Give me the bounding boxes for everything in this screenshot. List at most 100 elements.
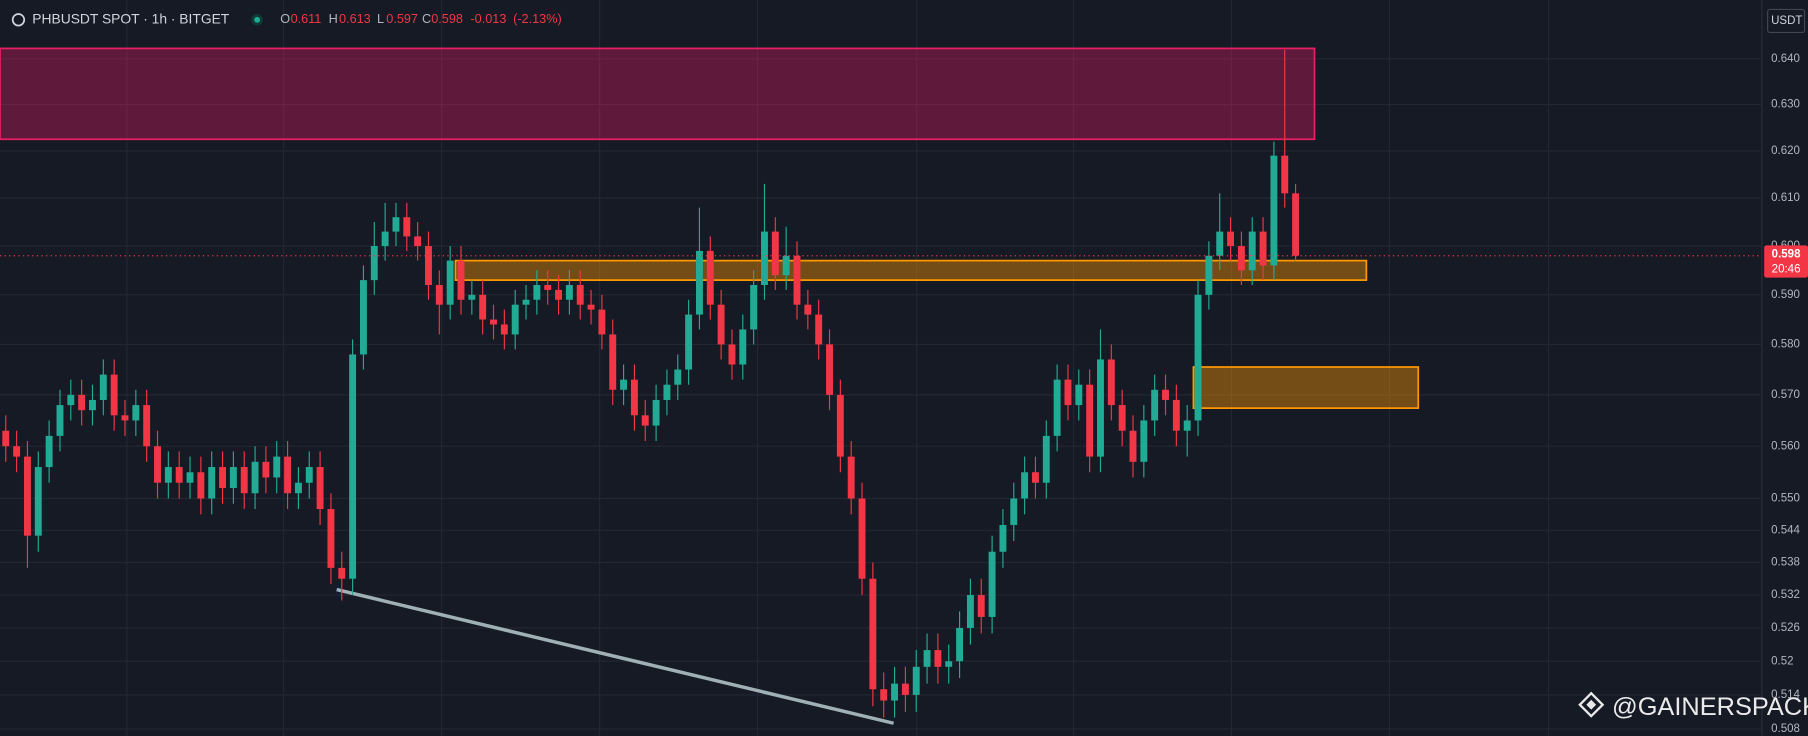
candle-body: [175, 467, 183, 483]
grid: [126, 0, 1550, 736]
candle-body: [826, 344, 833, 395]
candle-body: [262, 461, 270, 478]
candle-body: [186, 472, 194, 483]
candle-body: [316, 467, 324, 510]
candle-body: [164, 467, 172, 483]
candle-body: [945, 661, 953, 667]
candle-body: [110, 374, 118, 416]
candle-body: [1237, 246, 1245, 271]
candle-body: [1151, 389, 1159, 421]
candle-body: [1021, 472, 1029, 499]
candle-body: [511, 304, 519, 335]
symbol-icon: [11, 13, 26, 27]
candle-body: [425, 246, 432, 286]
change-percent: (-2.13%): [513, 12, 562, 26]
ohlc-key: C: [422, 12, 431, 26]
y-tick-label: 0.538: [1771, 557, 1800, 569]
ohlc-key: L: [377, 12, 384, 26]
candle-body: [294, 482, 302, 494]
watermark-text: @GAINERSPACK: [1612, 693, 1808, 721]
candle-body: [1270, 155, 1278, 266]
candle-body: [1183, 420, 1191, 431]
candle-body: [490, 319, 497, 325]
candle-body: [750, 285, 758, 330]
candle-body: [858, 498, 866, 579]
candle-body: [197, 472, 205, 499]
candle-body: [273, 456, 281, 478]
y-tick-label: 0.526: [1771, 622, 1800, 634]
zone: [454, 259, 1368, 281]
candle-body: [1053, 379, 1061, 436]
ohlc-value: 0.598: [431, 12, 463, 26]
candle-body: [392, 217, 400, 232]
candle-body: [414, 236, 422, 247]
candle-body: [1118, 405, 1126, 431]
candle-body: [576, 285, 584, 305]
candle-body: [338, 567, 346, 579]
candle-body: [1227, 231, 1235, 247]
candle-body: [56, 405, 64, 436]
y-tick-label: 0.610: [1771, 192, 1800, 204]
candle-body: [674, 369, 682, 385]
candle-body: [977, 595, 985, 617]
candle-body: [78, 394, 86, 411]
zone: [0, 47, 1316, 141]
candle-body: [869, 578, 877, 690]
y-tick-label: 0.640: [1771, 53, 1800, 65]
candle-body: [468, 294, 476, 300]
candle-body: [836, 394, 844, 457]
candle-body: [782, 255, 790, 276]
candle-body: [143, 405, 151, 447]
candle-body: [988, 551, 996, 617]
candle-body: [685, 314, 693, 370]
candle-body: [533, 285, 541, 300]
candle-body: [132, 405, 140, 421]
y-tick-label: 0.630: [1771, 99, 1800, 111]
currency-button[interactable]: [1767, 8, 1806, 34]
candle-body: [457, 260, 465, 300]
candle-body: [403, 217, 411, 237]
y-tick-label: 0.590: [1771, 289, 1800, 301]
candle-body: [327, 509, 335, 568]
currency-label[interactable]: USDT: [1771, 15, 1802, 27]
candle-body: [1140, 420, 1148, 462]
change: -0.013: [470, 12, 506, 26]
candle-body: [359, 280, 367, 355]
candle-body: [2, 430, 10, 447]
candle-body: [13, 446, 21, 457]
candle-body: [999, 524, 1007, 552]
candle-body: [1259, 231, 1267, 266]
status-dot: [254, 16, 261, 23]
candle-body: [99, 374, 107, 400]
candle-body: [544, 285, 552, 290]
candle-body: [446, 260, 454, 305]
candle-body: [815, 314, 823, 345]
candle-body: [1248, 231, 1256, 271]
y-tick-label: 0.620: [1771, 145, 1800, 157]
y-tick-label: 0.508: [1771, 723, 1800, 735]
candle-body: [479, 294, 487, 320]
candle-body: [891, 683, 899, 701]
candle-body: [349, 354, 357, 579]
ohlc-value: 0.611: [291, 12, 322, 26]
candle-body: [587, 304, 595, 310]
y-tick-label: 0.544: [1771, 524, 1800, 536]
candle-body: [23, 456, 31, 536]
candle-body: [1194, 294, 1202, 421]
candle-body: [901, 683, 909, 695]
y-tick-label: 0.514: [1771, 689, 1800, 701]
candle-body: [609, 334, 617, 390]
candle-body: [761, 231, 768, 286]
symbol-title: PHBUSDT SPOT · 1h · BITGET: [32, 10, 230, 26]
candle-body: [717, 304, 725, 345]
candle-body: [912, 666, 920, 695]
candle-body: [1129, 430, 1137, 462]
candle-body: [793, 255, 801, 305]
candle-body: [630, 379, 638, 416]
candle-body: [522, 299, 530, 305]
candle-body: [251, 461, 259, 494]
watermark-logo: [1578, 691, 1605, 718]
